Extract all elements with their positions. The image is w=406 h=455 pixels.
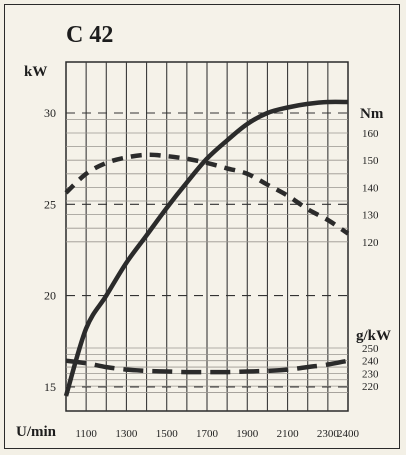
x-tick-label: 2400 (337, 428, 360, 440)
x-tick-label: 1500 (156, 428, 179, 440)
series-line-left (63, 99, 349, 397)
torque-tick-label: 120 (362, 237, 379, 249)
chart-title: C 42 (66, 22, 113, 48)
x-tick-label: 1900 (236, 428, 259, 440)
x-tick-label: 1100 (75, 428, 97, 440)
left-tick-label: 25 (44, 197, 56, 211)
torque-tick-label: 160 (362, 128, 379, 140)
consumption-axis-label: g/kW (356, 328, 391, 344)
consumption-tick-label: 230 (362, 368, 379, 380)
grid-layer (65, 61, 349, 412)
consumption-tick-label: 220 (362, 381, 379, 393)
left-axis-label: kW (24, 64, 47, 80)
x-tick-label: 2300 (317, 428, 340, 440)
left-tick-label: 15 (44, 380, 56, 394)
x-tick-label: 1300 (115, 428, 138, 440)
torque-tick-label: 140 (362, 182, 379, 194)
x-axis-label: U/min (16, 424, 57, 440)
torque-axis-label: Nm (360, 106, 384, 122)
torque-tick-label: 130 (362, 210, 379, 222)
left-tick-label: 30 (44, 106, 56, 120)
x-tick-label: 2100 (277, 428, 300, 440)
series-line-consumption (65, 358, 349, 375)
left-tick-label: 20 (44, 289, 56, 303)
x-tick-label: 1700 (196, 428, 219, 440)
consumption-tick-label: 250 (362, 343, 379, 355)
consumption-tick-label: 240 (362, 356, 379, 368)
series-line-torque (64, 152, 350, 236)
torque-tick-label: 150 (362, 155, 379, 167)
